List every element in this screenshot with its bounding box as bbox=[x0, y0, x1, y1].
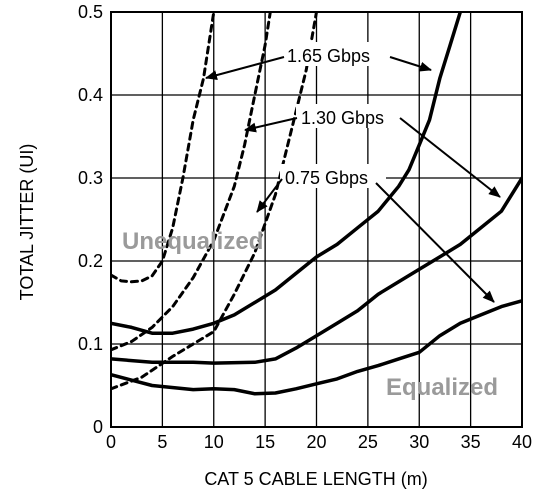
y-tick-label: 0.3 bbox=[78, 168, 103, 188]
x-tick-label: 5 bbox=[157, 432, 167, 452]
series-lines bbox=[111, 12, 522, 396]
tick-labels: 0 5 10 15 20 25 30 35 40 0 0.1 0.2 0.3 0.4 0.5 bbox=[78, 2, 532, 452]
grid-lines bbox=[110, 11, 523, 428]
arrow-1-30-solid bbox=[399, 117, 501, 198]
x-tick-label: 35 bbox=[461, 432, 481, 452]
y-tick-label: 0.5 bbox=[78, 2, 103, 22]
y-axis-label: TOTAL JITTER (UI) bbox=[17, 144, 37, 301]
x-tick-label: 10 bbox=[204, 432, 224, 452]
equalized-series-1-30-gbps bbox=[111, 176, 522, 365]
y-tick-label: 0.4 bbox=[78, 85, 103, 105]
arrow-1-30-dashed bbox=[244, 117, 298, 133]
x-axis-label: CAT 5 CABLE LENGTH (m) bbox=[204, 469, 427, 489]
y-tick-label: 0.1 bbox=[78, 334, 103, 354]
x-tick-label: 0 bbox=[106, 432, 116, 452]
unequalized-series-1-65-gbps bbox=[111, 12, 216, 284]
unequalized-label: Unequalized bbox=[122, 228, 263, 255]
plot-frame bbox=[110, 11, 523, 428]
x-tick-label: 30 bbox=[409, 432, 429, 452]
label-0-75-gbps: 0.75 Gbps bbox=[285, 168, 368, 188]
x-tick-label: 15 bbox=[255, 432, 275, 452]
unequalized-series-1-30-gbps bbox=[111, 12, 272, 352]
equalized-series-0-75-gbps bbox=[111, 299, 522, 396]
annotations: 1.65 Gbps 1.30 Gbps 0.75 Gbps Unequalize… bbox=[122, 42, 501, 401]
x-tick-label: 25 bbox=[358, 432, 378, 452]
x-tick-label: 20 bbox=[306, 432, 326, 452]
arrow-1-65-solid bbox=[389, 56, 432, 72]
equalized-label: Equalized bbox=[386, 374, 498, 401]
arrow-0-75-solid bbox=[375, 182, 495, 303]
y-tick-label: 0.2 bbox=[78, 251, 103, 271]
label-1-30-gbps: 1.30 Gbps bbox=[301, 108, 384, 128]
label-1-65-gbps: 1.65 Gbps bbox=[287, 46, 370, 66]
x-tick-label: 40 bbox=[512, 432, 532, 452]
equalized-series-1-65-gbps bbox=[111, 12, 463, 335]
y-tick-label: 0 bbox=[93, 417, 103, 437]
arrow-0-75-dashed bbox=[256, 178, 283, 213]
arrow-1-65-dashed bbox=[205, 56, 285, 80]
